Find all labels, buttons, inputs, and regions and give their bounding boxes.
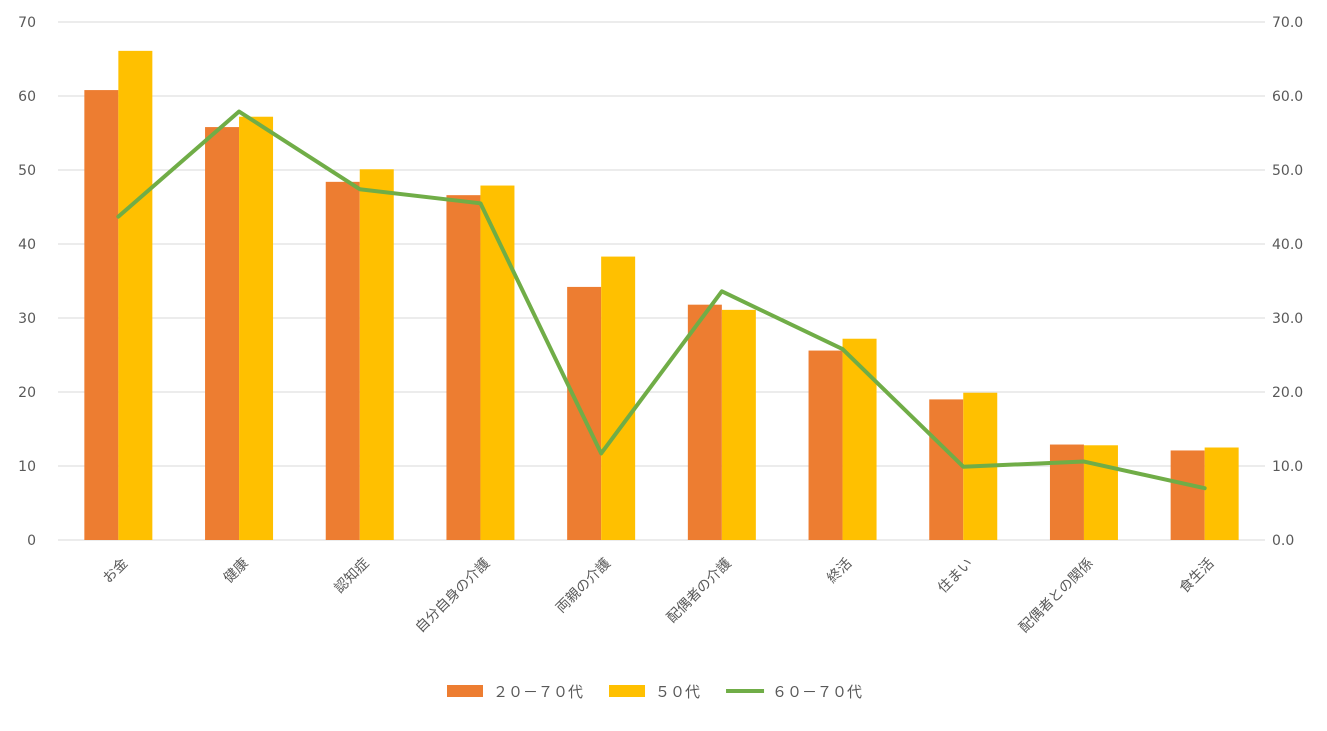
y2-tick-label: 30.0	[1272, 311, 1303, 327]
y-axis-left: 0 10 20 30 40 50 60 70	[18, 15, 36, 549]
series-line	[116, 109, 1207, 491]
y2-tick-label: 60.0	[1272, 89, 1303, 105]
category-label: 認知症	[331, 555, 373, 597]
y2-tick-label: 10.0	[1272, 459, 1303, 475]
bars	[84, 50, 1239, 541]
bar	[687, 304, 722, 540]
y-tick-label: 50	[18, 163, 36, 179]
y-tick-label: 40	[18, 237, 36, 253]
bar	[205, 127, 240, 540]
y-tick-label: 60	[18, 89, 36, 105]
category-label: 食生活	[1176, 555, 1218, 597]
legend-swatch	[447, 685, 483, 697]
y2-tick-label: 0.0	[1272, 533, 1294, 549]
y-tick-label: 0	[27, 533, 36, 549]
line-series	[116, 109, 1207, 491]
bar	[1204, 447, 1239, 540]
legend: ２０－７０代 ５０代 ６０－７０代	[447, 683, 862, 701]
bar	[1049, 444, 1084, 540]
y-tick-label: 10	[18, 459, 36, 475]
bar	[446, 195, 481, 540]
category-label: 終活	[824, 556, 855, 587]
legend-swatch	[609, 685, 646, 697]
legend-label: ６０－７０代	[772, 683, 862, 701]
bar	[842, 338, 877, 540]
x-axis-categories: お金 健康 認知症 自分自身の介護 両親の介護 配偶者の介護 終活 住まい 配偶者との関係 食生活	[100, 555, 1217, 636]
bar	[118, 50, 153, 541]
bar	[239, 116, 274, 540]
category-label: お金	[100, 556, 131, 587]
bar	[480, 185, 515, 541]
y2-tick-label: 20.0	[1272, 385, 1303, 401]
bar	[359, 169, 394, 540]
category-label: 健康	[220, 555, 252, 587]
bar	[721, 309, 756, 540]
bar	[929, 399, 964, 540]
category-label: 自分自身の介護	[413, 556, 494, 637]
y2-tick-label: 50.0	[1272, 163, 1303, 179]
y2-tick-label: 70.0	[1272, 15, 1303, 31]
y-axis-right: 0.0 10.0 20.0 30.0 40.0 50.0 60.0 70.0	[1272, 15, 1303, 549]
bar	[1083, 445, 1118, 540]
category-label: 配偶者の介護	[664, 556, 735, 627]
bar	[567, 286, 602, 540]
bar	[84, 90, 119, 540]
y2-tick-label: 40.0	[1272, 237, 1303, 253]
bar	[325, 181, 360, 540]
y-tick-label: 30	[18, 311, 36, 327]
bar	[1170, 450, 1205, 540]
legend-label: ２０－７０代	[493, 683, 583, 701]
y-tick-label: 20	[18, 385, 36, 401]
bar	[808, 350, 843, 540]
bar	[601, 256, 636, 540]
legend-label: ５０代	[655, 683, 700, 701]
category-label: 配偶者との関係	[1016, 556, 1097, 637]
category-label: 住まい	[935, 556, 976, 597]
y-tick-label: 70	[18, 15, 36, 31]
category-label: 両親の介護	[553, 556, 614, 617]
